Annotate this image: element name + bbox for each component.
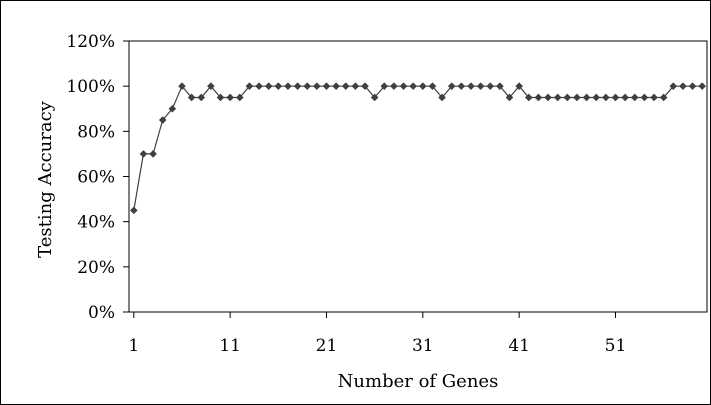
- y-tick-label: 40%: [77, 213, 115, 233]
- x-axis-ticks: 1 11 21 31 41 51: [128, 312, 626, 356]
- data-point-marker: [476, 82, 485, 90]
- data-point-marker: [207, 82, 215, 90]
- data-point-marker: [158, 116, 167, 124]
- data-point-marker: [679, 82, 687, 90]
- data-point-marker: [573, 93, 581, 102]
- data-point-marker: [611, 93, 620, 102]
- plot-frame: [128, 40, 708, 313]
- y-axis-title: Testing Accuracy: [35, 100, 56, 257]
- data-point-marker: [361, 82, 369, 90]
- data-point-marker: [419, 82, 427, 90]
- x-tick-label: 1: [128, 336, 139, 356]
- data-point-marker: [467, 82, 475, 90]
- data-point-marker: [255, 82, 263, 90]
- y-tick-label: 80%: [77, 122, 115, 142]
- series-layer: [130, 82, 706, 215]
- data-point-marker: [284, 82, 292, 90]
- data-point-marker: [544, 93, 552, 102]
- data-point-marker: [659, 93, 668, 102]
- data-point-marker: [688, 82, 697, 90]
- x-tick-label: 51: [605, 336, 627, 356]
- x-tick-label: 11: [219, 336, 241, 356]
- data-point-marker: [409, 82, 417, 90]
- data-point-marker: [582, 93, 591, 102]
- data-point-marker: [621, 93, 629, 102]
- y-tick-label: 120%: [66, 32, 115, 52]
- data-point-marker: [496, 82, 504, 90]
- x-tick-label: 31: [412, 336, 434, 356]
- data-point-marker: [264, 82, 273, 90]
- data-point-marker: [370, 93, 379, 102]
- data-point-marker: [438, 93, 446, 102]
- data-point-marker: [178, 82, 186, 90]
- data-point-marker: [640, 93, 649, 102]
- data-point-marker: [505, 93, 514, 102]
- data-point-marker: [216, 93, 225, 102]
- data-point-marker: [457, 82, 466, 90]
- data-point-marker: [380, 82, 389, 90]
- data-point-marker: [149, 150, 157, 158]
- data-point-marker: [322, 82, 331, 90]
- data-point-marker: [428, 82, 437, 90]
- data-point-marker: [553, 93, 562, 102]
- y-tick-label: 20%: [77, 258, 115, 278]
- series-line: [133, 85, 703, 211]
- y-tick-label: 60%: [77, 168, 115, 188]
- data-point-marker: [168, 104, 177, 113]
- data-point-marker: [332, 82, 340, 90]
- data-point-marker: [313, 82, 321, 90]
- data-point-marker: [524, 93, 533, 102]
- data-point-marker: [515, 82, 523, 90]
- data-point-marker: [669, 82, 678, 90]
- data-point-marker: [197, 93, 206, 102]
- x-axis-title: Number of Genes: [338, 371, 499, 392]
- data-point-marker: [563, 93, 572, 102]
- data-point-marker: [245, 82, 254, 90]
- data-point-marker: [130, 206, 138, 215]
- y-tick-label: 100%: [66, 77, 115, 97]
- data-point-marker: [592, 93, 601, 102]
- data-point-marker: [602, 93, 610, 102]
- plot-area: [128, 40, 708, 313]
- data-point-marker: [650, 93, 658, 102]
- data-point-marker: [630, 93, 639, 102]
- data-point-marker: [486, 82, 495, 90]
- data-point-marker: [341, 82, 350, 90]
- y-axis-ticks: 0% 20% 40% 60% 80% 100% 120%: [66, 32, 129, 323]
- data-point-marker: [274, 82, 283, 90]
- data-point-marker: [139, 150, 148, 158]
- data-point-marker: [390, 82, 398, 90]
- data-point-marker: [226, 93, 234, 102]
- data-point-marker: [534, 93, 543, 102]
- data-point-marker: [447, 82, 456, 90]
- data-point-marker: [293, 82, 302, 90]
- data-point-marker: [303, 82, 312, 90]
- data-point-marker: [399, 82, 408, 90]
- data-point-marker: [351, 82, 360, 90]
- data-point-marker: [235, 93, 244, 102]
- y-tick-label: 0%: [88, 303, 115, 323]
- data-point-marker: [698, 82, 706, 90]
- x-tick-label: 21: [316, 336, 338, 356]
- data-point-marker: [187, 93, 196, 102]
- x-tick-label: 41: [508, 336, 530, 356]
